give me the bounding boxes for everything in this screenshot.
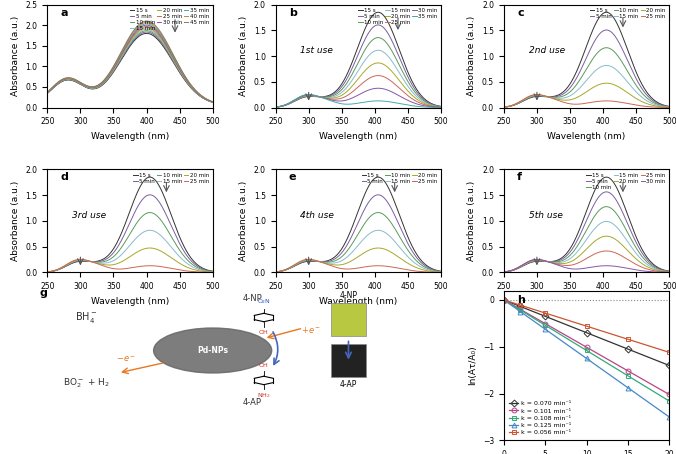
X-axis label: Wavelength (nm): Wavelength (nm) <box>319 132 397 141</box>
Y-axis label: Absorbance (a.u.): Absorbance (a.u.) <box>239 181 248 261</box>
Bar <box>331 345 366 377</box>
Text: 1st use: 1st use <box>300 46 333 55</box>
Legend: 15 s, 5 min, 10 min, 15 min, 20 min, 25 min, 30 min, 35 min, 40 min, 45 min: 15 s, 5 min, 10 min, 15 min, 20 min, 25 … <box>129 7 210 32</box>
Text: $\mathrm{NH_2}$: $\mathrm{NH_2}$ <box>257 391 270 400</box>
Legend: 15 s, 5 min, 10 min, 15 min, 20 min, 25 min: 15 s, 5 min, 10 min, 15 min, 20 min, 25 … <box>589 7 667 20</box>
Text: e: e <box>289 173 296 183</box>
Text: 4-AP: 4-AP <box>243 399 262 407</box>
Circle shape <box>153 328 272 373</box>
Legend: 15 s, 5 min, 10 min, 15 min, 20 min, 25 min: 15 s, 5 min, 10 min, 15 min, 20 min, 25 … <box>360 172 438 185</box>
Text: $\mathrm{OH}$: $\mathrm{OH}$ <box>258 361 269 369</box>
Text: 2nd use: 2nd use <box>529 46 564 55</box>
Text: b: b <box>289 8 297 18</box>
X-axis label: Wavelength (nm): Wavelength (nm) <box>548 296 626 306</box>
Y-axis label: Absorbance (a.u.): Absorbance (a.u.) <box>11 16 20 96</box>
Text: a: a <box>61 8 68 18</box>
X-axis label: Wavelength (nm): Wavelength (nm) <box>319 296 397 306</box>
Legend: 15 s, 5 min, 10 min, 15 min, 20 min, 25 min, 30 min: 15 s, 5 min, 10 min, 15 min, 20 min, 25 … <box>585 172 667 191</box>
Text: $+e^-$: $+e^-$ <box>301 325 321 335</box>
Text: Pd-NPs: Pd-NPs <box>197 346 228 355</box>
X-axis label: Wavelength (nm): Wavelength (nm) <box>91 132 169 141</box>
Text: c: c <box>517 8 524 18</box>
Text: 5th use: 5th use <box>529 211 562 220</box>
Text: 4th use: 4th use <box>300 211 334 220</box>
Text: g: g <box>39 287 47 297</box>
Legend: 15 s, 5 min, 10 min, 15 min, 20 min, 25 min: 15 s, 5 min, 10 min, 15 min, 20 min, 25 … <box>132 172 210 185</box>
Y-axis label: Absorbance (a.u.): Absorbance (a.u.) <box>467 181 477 261</box>
Y-axis label: Absorbance (a.u.): Absorbance (a.u.) <box>11 181 20 261</box>
Text: BO$_2^-$ + H$_2$: BO$_2^-$ + H$_2$ <box>64 377 110 390</box>
Legend: k = 0.070 min⁻¹, k = 0.101 min⁻¹, k = 0.108 min⁻¹, k = 0.125 min⁻¹, k = 0.056 mi: k = 0.070 min⁻¹, k = 0.101 min⁻¹, k = 0.… <box>507 399 573 437</box>
X-axis label: Wavelength (nm): Wavelength (nm) <box>91 296 169 306</box>
Text: 4-NP: 4-NP <box>242 294 262 302</box>
Y-axis label: Absorbance (a.u.): Absorbance (a.u.) <box>467 16 477 96</box>
Text: f: f <box>517 173 522 183</box>
Text: $\mathrm{OH}$: $\mathrm{OH}$ <box>258 328 269 336</box>
Text: $-e^-$: $-e^-$ <box>116 355 136 365</box>
Text: d: d <box>61 173 68 183</box>
Bar <box>331 302 366 336</box>
Y-axis label: ln(Aτ/A₀): ln(Aτ/A₀) <box>468 345 477 385</box>
Text: 4-NP: 4-NP <box>339 291 358 300</box>
Legend: 15 s, 5 min, 10 min, 15 min, 20 min, 25 min, 30 min, 35 min: 15 s, 5 min, 10 min, 15 min, 20 min, 25 … <box>357 7 438 26</box>
Text: BH$_4^-$: BH$_4^-$ <box>76 310 98 325</box>
Text: $\mathrm{O_2N}$: $\mathrm{O_2N}$ <box>257 297 271 306</box>
X-axis label: Wavelength (nm): Wavelength (nm) <box>548 132 626 141</box>
Text: 4-AP: 4-AP <box>340 380 357 390</box>
Y-axis label: Absorbance (a.u.): Absorbance (a.u.) <box>239 16 248 96</box>
Text: 3rd use: 3rd use <box>72 211 106 220</box>
Text: h: h <box>517 295 525 305</box>
